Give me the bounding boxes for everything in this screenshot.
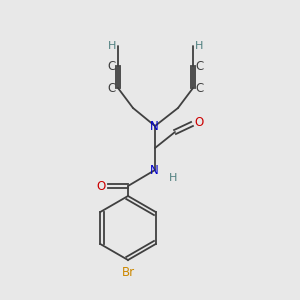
- Text: C: C: [195, 82, 203, 94]
- Text: C: C: [108, 82, 116, 94]
- Text: O: O: [194, 116, 204, 128]
- Text: H: H: [195, 41, 203, 51]
- Text: O: O: [96, 179, 106, 193]
- Text: N: N: [150, 164, 158, 176]
- Text: Br: Br: [122, 266, 135, 280]
- Text: N: N: [150, 119, 158, 133]
- Text: C: C: [195, 59, 203, 73]
- Text: H: H: [108, 41, 116, 51]
- Text: C: C: [108, 59, 116, 73]
- Text: H: H: [169, 173, 177, 183]
